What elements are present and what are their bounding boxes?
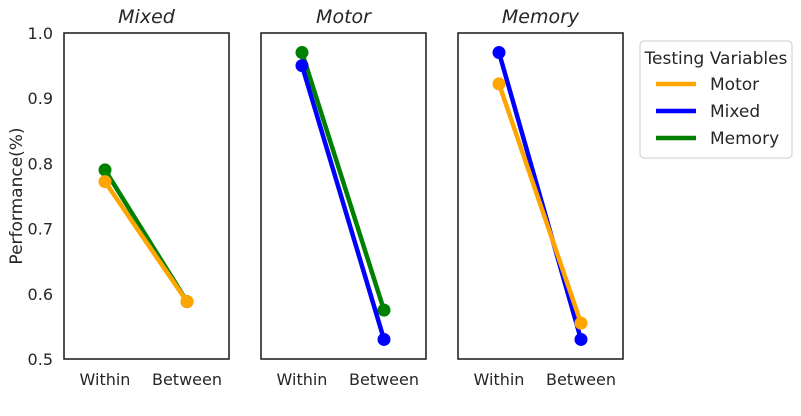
- legend-label-mixed: Mixed: [710, 102, 760, 122]
- panel-title: Motor: [316, 6, 372, 28]
- panel-mixed: Mixed Within Between: [63, 6, 230, 389]
- series-mixed: [492, 46, 588, 346]
- series-line-mixed: [299, 64, 387, 341]
- x-tick-label: Between: [152, 370, 222, 389]
- panel-frame: [457, 32, 624, 360]
- legend-label-memory: Memory: [710, 129, 779, 149]
- series-mixed: [295, 59, 391, 346]
- series-line-memory: [299, 51, 387, 311]
- data-point-mixed-between: [377, 332, 391, 346]
- panel-motor: Motor Within Between: [260, 6, 427, 389]
- panel-frame: [260, 32, 427, 360]
- legend-label-motor: Motor: [710, 75, 759, 95]
- data-point-motor-within: [98, 175, 112, 189]
- series-line-motor: [103, 180, 189, 303]
- x-tick-label: Between: [349, 370, 419, 389]
- panel-frame: [63, 32, 230, 360]
- panel-title: Memory: [502, 6, 580, 28]
- x-tick-label: Within: [277, 370, 328, 389]
- y-tick-label: 0.5: [28, 350, 53, 369]
- y-tick-label: 0.8: [28, 154, 53, 173]
- x-tick-label: Between: [546, 370, 616, 389]
- series-line-mixed: [496, 51, 584, 341]
- data-point-motor-within: [492, 77, 506, 91]
- data-point-memory-within: [295, 46, 309, 60]
- data-point-mixed-within: [492, 46, 506, 60]
- legend: Testing Variables Motor Mixed Memory: [639, 40, 793, 159]
- data-point-memory-within: [98, 163, 112, 177]
- x-tick-label: Within: [474, 370, 525, 389]
- x-tick-label: Within: [80, 370, 131, 389]
- legend-title: Testing Variables: [644, 49, 788, 69]
- data-point-memory-between: [377, 303, 391, 317]
- series-line-motor: [496, 83, 584, 324]
- series-memory: [295, 46, 391, 317]
- y-tick-label: 0.9: [28, 89, 53, 108]
- data-point-motor-between: [574, 316, 588, 330]
- panel-memory: Memory Within Between: [457, 6, 624, 389]
- series-motor: [492, 77, 588, 330]
- legend-frame: [639, 40, 793, 159]
- y-axis-label: Performance(%): [7, 127, 27, 264]
- y-tick-label: 1.0: [28, 24, 53, 43]
- y-tick-label: 0.6: [28, 285, 53, 304]
- data-point-mixed-within: [295, 59, 309, 73]
- data-point-mixed-between: [574, 332, 588, 346]
- y-tick-label: 0.7: [28, 220, 53, 239]
- series-motor: [98, 175, 194, 309]
- panel-title: Mixed: [118, 6, 176, 28]
- data-point-motor-between: [180, 295, 194, 309]
